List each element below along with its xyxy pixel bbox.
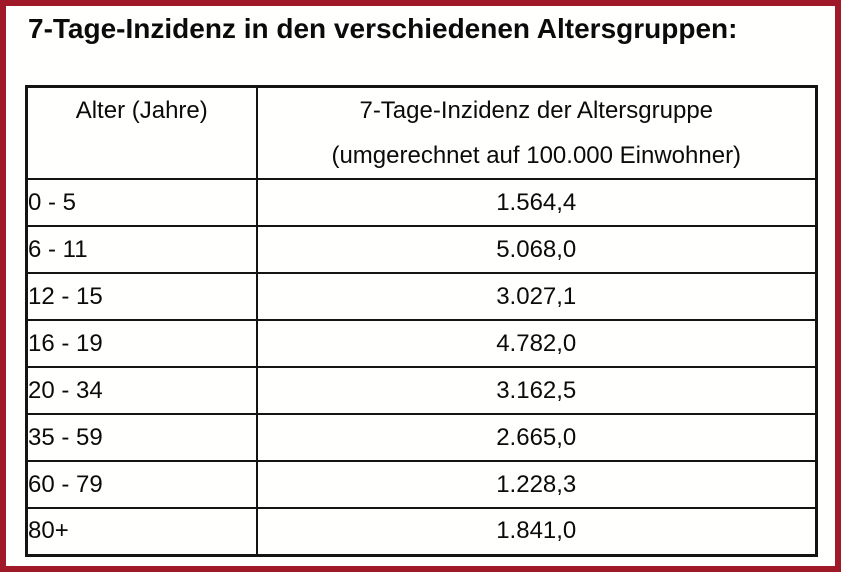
table-row: 60 - 79 1.228,3 (25, 460, 818, 509)
table-header-row: Alter (Jahre) 7-Tage-Inzidenz der Alters… (25, 85, 818, 180)
table-row: 6 - 11 5.068,0 (25, 225, 818, 274)
table-row: 80+ 1.841,0 (25, 507, 818, 556)
age-cell: 20 - 34 (25, 366, 258, 415)
incidence-cell: 3.162,5 (255, 366, 818, 415)
table-row: 12 - 15 3.027,1 (25, 272, 818, 321)
incidence-cell: 5.068,0 (255, 225, 818, 274)
age-cell: 80+ (25, 507, 258, 556)
age-cell: 35 - 59 (25, 413, 258, 462)
incidence-cell: 1.564,4 (255, 178, 818, 227)
age-cell: 16 - 19 (25, 319, 258, 368)
incidence-cell: 4.782,0 (255, 319, 818, 368)
incidence-cell: 1.841,0 (255, 507, 818, 556)
table-row: 0 - 5 1.564,4 (25, 178, 818, 227)
age-cell: 60 - 79 (25, 460, 258, 509)
page-title: 7-Tage-Inzidenz in den verschiedenen Alt… (28, 13, 738, 44)
header-incidence-label-line2: (umgerechnet auf 100.000 Einwohner) (331, 142, 742, 169)
age-cell: 6 - 11 (25, 225, 258, 274)
age-cell: 12 - 15 (25, 272, 258, 321)
header-age-label: Alter (Jahre) (75, 97, 208, 124)
incidence-table: Alter (Jahre) 7-Tage-Inzidenz der Alters… (25, 85, 818, 557)
incidence-cell: 1.228,3 (255, 460, 818, 509)
incidence-cell: 3.027,1 (255, 272, 818, 321)
table-row: 35 - 59 2.665,0 (25, 413, 818, 462)
header-incidence-label-line1: 7-Tage-Inzidenz der Altersgruppe (359, 97, 714, 124)
table-row: 16 - 19 4.782,0 (25, 319, 818, 368)
age-cell: 0 - 5 (25, 178, 258, 227)
header-age-column: Alter (Jahre) (25, 85, 258, 180)
table-row: 20 - 34 3.162,5 (25, 366, 818, 415)
header-incidence-column: 7-Tage-Inzidenz der Altersgruppe (umgere… (255, 85, 818, 180)
incidence-cell: 2.665,0 (255, 413, 818, 462)
